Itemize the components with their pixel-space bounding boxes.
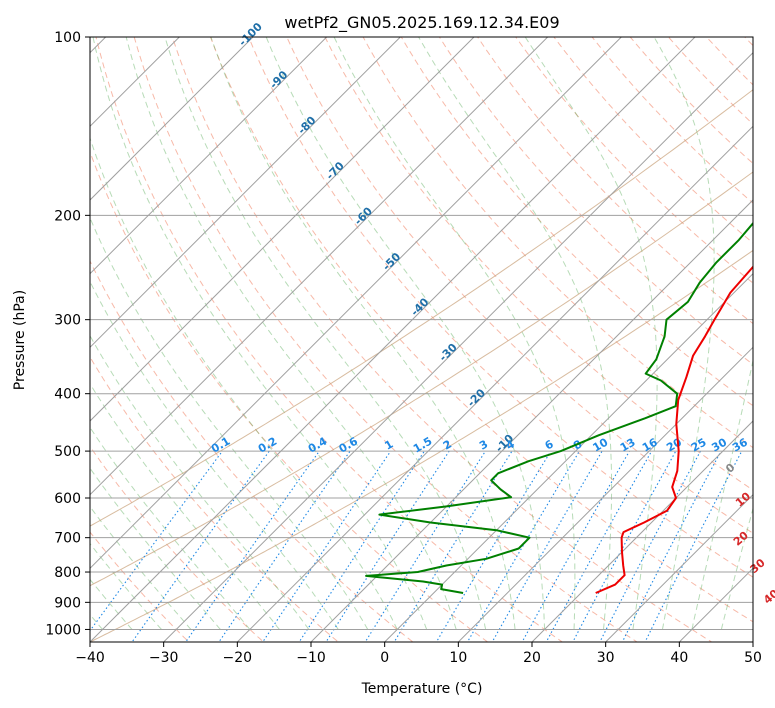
y-tick-label: 600 bbox=[54, 491, 81, 507]
x-axis: −40 −30 −20 −10 0 10 20 30 40 50 bbox=[75, 642, 762, 666]
isotherm bbox=[90, 37, 475, 422]
x-axis-label: Temperature (°C) bbox=[361, 681, 483, 697]
moist-adiabat bbox=[90, 505, 192, 630]
chart-title: wetPf2_GN05.2025.169.12.34.E09 bbox=[284, 13, 559, 33]
moist-adiabat bbox=[720, 506, 753, 630]
dry-adiabat bbox=[286, 37, 753, 534]
moist-adiabat bbox=[90, 280, 339, 630]
dry-adiabat bbox=[90, 531, 190, 642]
moist-adiabat bbox=[90, 382, 280, 630]
y-tick-label: 200 bbox=[54, 208, 81, 224]
dewpoint-profile bbox=[365, 221, 753, 594]
y-tick-label: 300 bbox=[54, 313, 81, 329]
y-tick-label: 500 bbox=[54, 444, 81, 460]
grid bbox=[90, 37, 753, 642]
dry-adiabat bbox=[90, 356, 340, 642]
isotherm bbox=[90, 37, 696, 642]
y-tick-label: 900 bbox=[54, 595, 81, 611]
isotherm bbox=[90, 37, 254, 201]
plot-frame bbox=[89, 36, 754, 643]
x-tick-label: 50 bbox=[744, 650, 762, 666]
dry-adiabat bbox=[90, 259, 414, 642]
isotherm bbox=[384, 272, 753, 642]
moist-adiabat bbox=[90, 467, 221, 630]
y-tick-label: 100 bbox=[54, 30, 81, 46]
dry-adiabat bbox=[400, 37, 753, 407]
y-tick-label: 800 bbox=[54, 565, 81, 581]
isotherm bbox=[531, 420, 753, 642]
isotherm bbox=[90, 37, 328, 275]
isotherm bbox=[90, 37, 622, 570]
moist-adiabat bbox=[524, 37, 658, 630]
y-axis-label: Pressure (hPa) bbox=[12, 290, 28, 390]
isotherm bbox=[90, 37, 401, 349]
x-tick-label: 40 bbox=[670, 650, 688, 666]
x-tick-label: −30 bbox=[149, 650, 179, 666]
isotherm bbox=[90, 37, 549, 496]
profiles bbox=[365, 221, 753, 594]
x-tick-label: 10 bbox=[449, 650, 467, 666]
dry-adiabat bbox=[477, 37, 753, 325]
reference-curve bbox=[90, 89, 753, 527]
moist-adiabat bbox=[90, 542, 162, 630]
dry-adiabat bbox=[95, 37, 564, 642]
x-tick-label: 20 bbox=[523, 650, 541, 666]
x-tick-label: 0 bbox=[380, 650, 389, 666]
moist-adiabat bbox=[691, 358, 753, 630]
moist-adiabat bbox=[164, 37, 487, 630]
x-tick-label: −40 bbox=[75, 650, 105, 666]
reference-curve bbox=[90, 249, 753, 642]
y-axis: 100 200 300 400 500 600 700 800 900 1000 bbox=[45, 30, 90, 638]
moist-adiabat bbox=[92, 37, 428, 630]
x-tick-label: −10 bbox=[296, 650, 326, 666]
reference-curve bbox=[90, 171, 753, 587]
dry-adiabat bbox=[133, 37, 638, 642]
isotherm bbox=[236, 125, 753, 642]
y-tick-label: 1000 bbox=[45, 622, 81, 638]
moist-adiabat bbox=[265, 37, 546, 630]
dry-adiabat bbox=[209, 37, 753, 623]
moist-adiabat bbox=[653, 37, 715, 630]
moist-adiabat bbox=[333, 37, 576, 630]
isotherm bbox=[163, 51, 753, 642]
y-tick-label: 700 bbox=[54, 531, 81, 547]
moist-adiabat bbox=[210, 37, 516, 630]
x-tick-label: −20 bbox=[223, 650, 253, 666]
x-tick-label: 30 bbox=[597, 650, 615, 666]
moist-adiabat bbox=[90, 136, 398, 630]
moist-adiabat bbox=[90, 334, 310, 630]
moist-adiabat bbox=[90, 216, 369, 630]
moist-adiabat bbox=[90, 578, 133, 630]
isotherm bbox=[457, 346, 753, 642]
isotherm bbox=[605, 493, 753, 642]
dry-adiabat bbox=[248, 37, 753, 578]
dry-adiabat bbox=[90, 445, 265, 642]
y-tick-label: 400 bbox=[54, 387, 81, 403]
moist-adiabat bbox=[90, 426, 251, 630]
dry-adiabat bbox=[438, 37, 753, 366]
isotherm bbox=[310, 199, 753, 642]
temperature-profile bbox=[595, 265, 753, 594]
